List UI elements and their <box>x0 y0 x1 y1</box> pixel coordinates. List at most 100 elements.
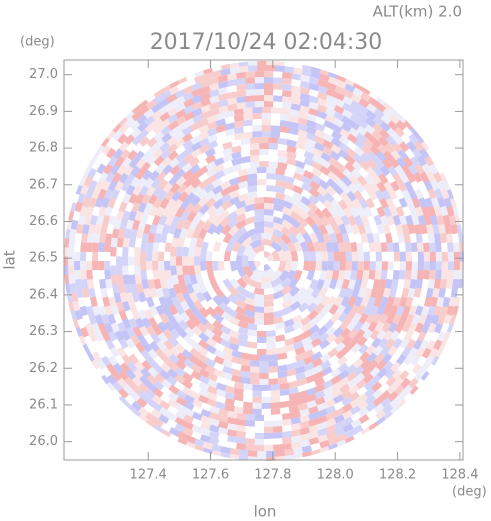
radar-cell <box>175 303 185 316</box>
radar-cell <box>375 251 383 262</box>
radar-cell <box>292 191 304 202</box>
radar-cell <box>333 111 345 122</box>
radar-cell <box>421 233 429 244</box>
radar-cell <box>148 193 158 205</box>
radar-cell <box>254 101 265 108</box>
radar-cell <box>331 287 341 299</box>
radar-cell <box>386 383 398 395</box>
radar-cell <box>101 155 112 167</box>
radar-cell <box>321 261 329 272</box>
radar-cell <box>236 96 247 104</box>
radar-cell <box>303 349 315 359</box>
radar-cell <box>360 366 373 378</box>
radar-cell <box>130 176 141 188</box>
radar-cell <box>128 246 135 257</box>
radar-cell <box>369 329 380 341</box>
radar-cell <box>275 179 286 188</box>
radar-cell <box>213 286 225 299</box>
radar-cell <box>128 237 136 248</box>
radar-cell <box>277 143 288 152</box>
radar-cell <box>319 270 328 281</box>
radar-cell <box>311 351 323 362</box>
radar-cell <box>275 340 286 349</box>
radar-cell <box>361 144 373 156</box>
radar-cell <box>382 107 394 119</box>
radar-cell <box>183 236 192 248</box>
radar-cell <box>92 339 102 351</box>
radar-cell <box>311 167 323 178</box>
radar-cell <box>224 391 235 400</box>
radar-cell <box>167 120 180 131</box>
radar-cell <box>371 173 382 186</box>
radar-cell <box>303 157 315 167</box>
radar-cell <box>246 335 258 343</box>
radar-cell <box>206 174 218 185</box>
radar-cell <box>104 304 113 316</box>
radar-cell <box>404 270 412 281</box>
radar-cell <box>219 294 231 306</box>
radar-cell <box>149 287 158 299</box>
radar-cell <box>130 165 141 177</box>
radar-cell <box>381 189 392 201</box>
radar-cell <box>224 128 236 137</box>
radar-cell <box>226 423 238 431</box>
radar-cell <box>219 216 231 228</box>
radar-cell <box>242 383 253 391</box>
radar-cell <box>174 416 186 427</box>
radar-cell <box>229 196 241 206</box>
radar-cell <box>305 215 316 227</box>
radar-cell <box>182 218 192 231</box>
radar-cell <box>189 236 198 248</box>
radar-cell <box>244 303 255 312</box>
radar-cell <box>80 326 90 338</box>
radar-cell <box>424 314 434 326</box>
radar-cell <box>426 224 434 235</box>
radar-cell <box>333 414 345 424</box>
radar-cell <box>356 269 364 281</box>
radar-cell <box>217 86 229 95</box>
radar-cell <box>198 130 210 141</box>
radar-cell <box>156 340 167 352</box>
radar-cell <box>244 222 256 232</box>
radar-cell <box>209 107 221 117</box>
radar-cell <box>235 255 243 267</box>
radar-cell <box>222 232 233 244</box>
radar-cell <box>387 345 398 357</box>
radar-cell <box>190 315 201 327</box>
radar-cell <box>263 426 274 433</box>
radar-cell <box>363 138 375 150</box>
radar-cell <box>147 348 159 360</box>
radar-cell <box>363 304 373 317</box>
radar-cell <box>339 261 346 271</box>
radar-cell <box>98 260 105 271</box>
radar-cell <box>68 237 76 248</box>
radar-cell <box>233 114 245 122</box>
radar-cell <box>151 109 163 121</box>
radar-cell <box>423 215 433 226</box>
radar-cell <box>176 265 184 276</box>
radar-cell <box>240 352 251 360</box>
radar-cell <box>450 287 458 299</box>
radar-cell <box>150 332 161 344</box>
radar-cell <box>393 384 405 396</box>
radar-cell <box>423 242 430 253</box>
radar-cell <box>227 285 240 297</box>
radar-cell <box>144 201 154 213</box>
radar-cell <box>308 194 320 206</box>
radar-cell <box>168 426 180 437</box>
radar-cell <box>128 265 135 276</box>
radar-cell <box>382 158 393 170</box>
radar-cell <box>319 73 331 83</box>
radar-cell <box>380 397 392 409</box>
radar-cell <box>168 353 180 365</box>
radar-cell <box>275 192 286 201</box>
radar-cell <box>113 197 123 209</box>
radar-cell <box>330 368 342 379</box>
radar-cell <box>198 137 210 147</box>
radar-cell <box>243 283 256 294</box>
radar-cell <box>152 296 161 308</box>
radar-cell <box>374 321 385 333</box>
radar-cell <box>66 219 73 230</box>
radar-cell <box>373 108 385 120</box>
radar-cell <box>152 324 163 336</box>
